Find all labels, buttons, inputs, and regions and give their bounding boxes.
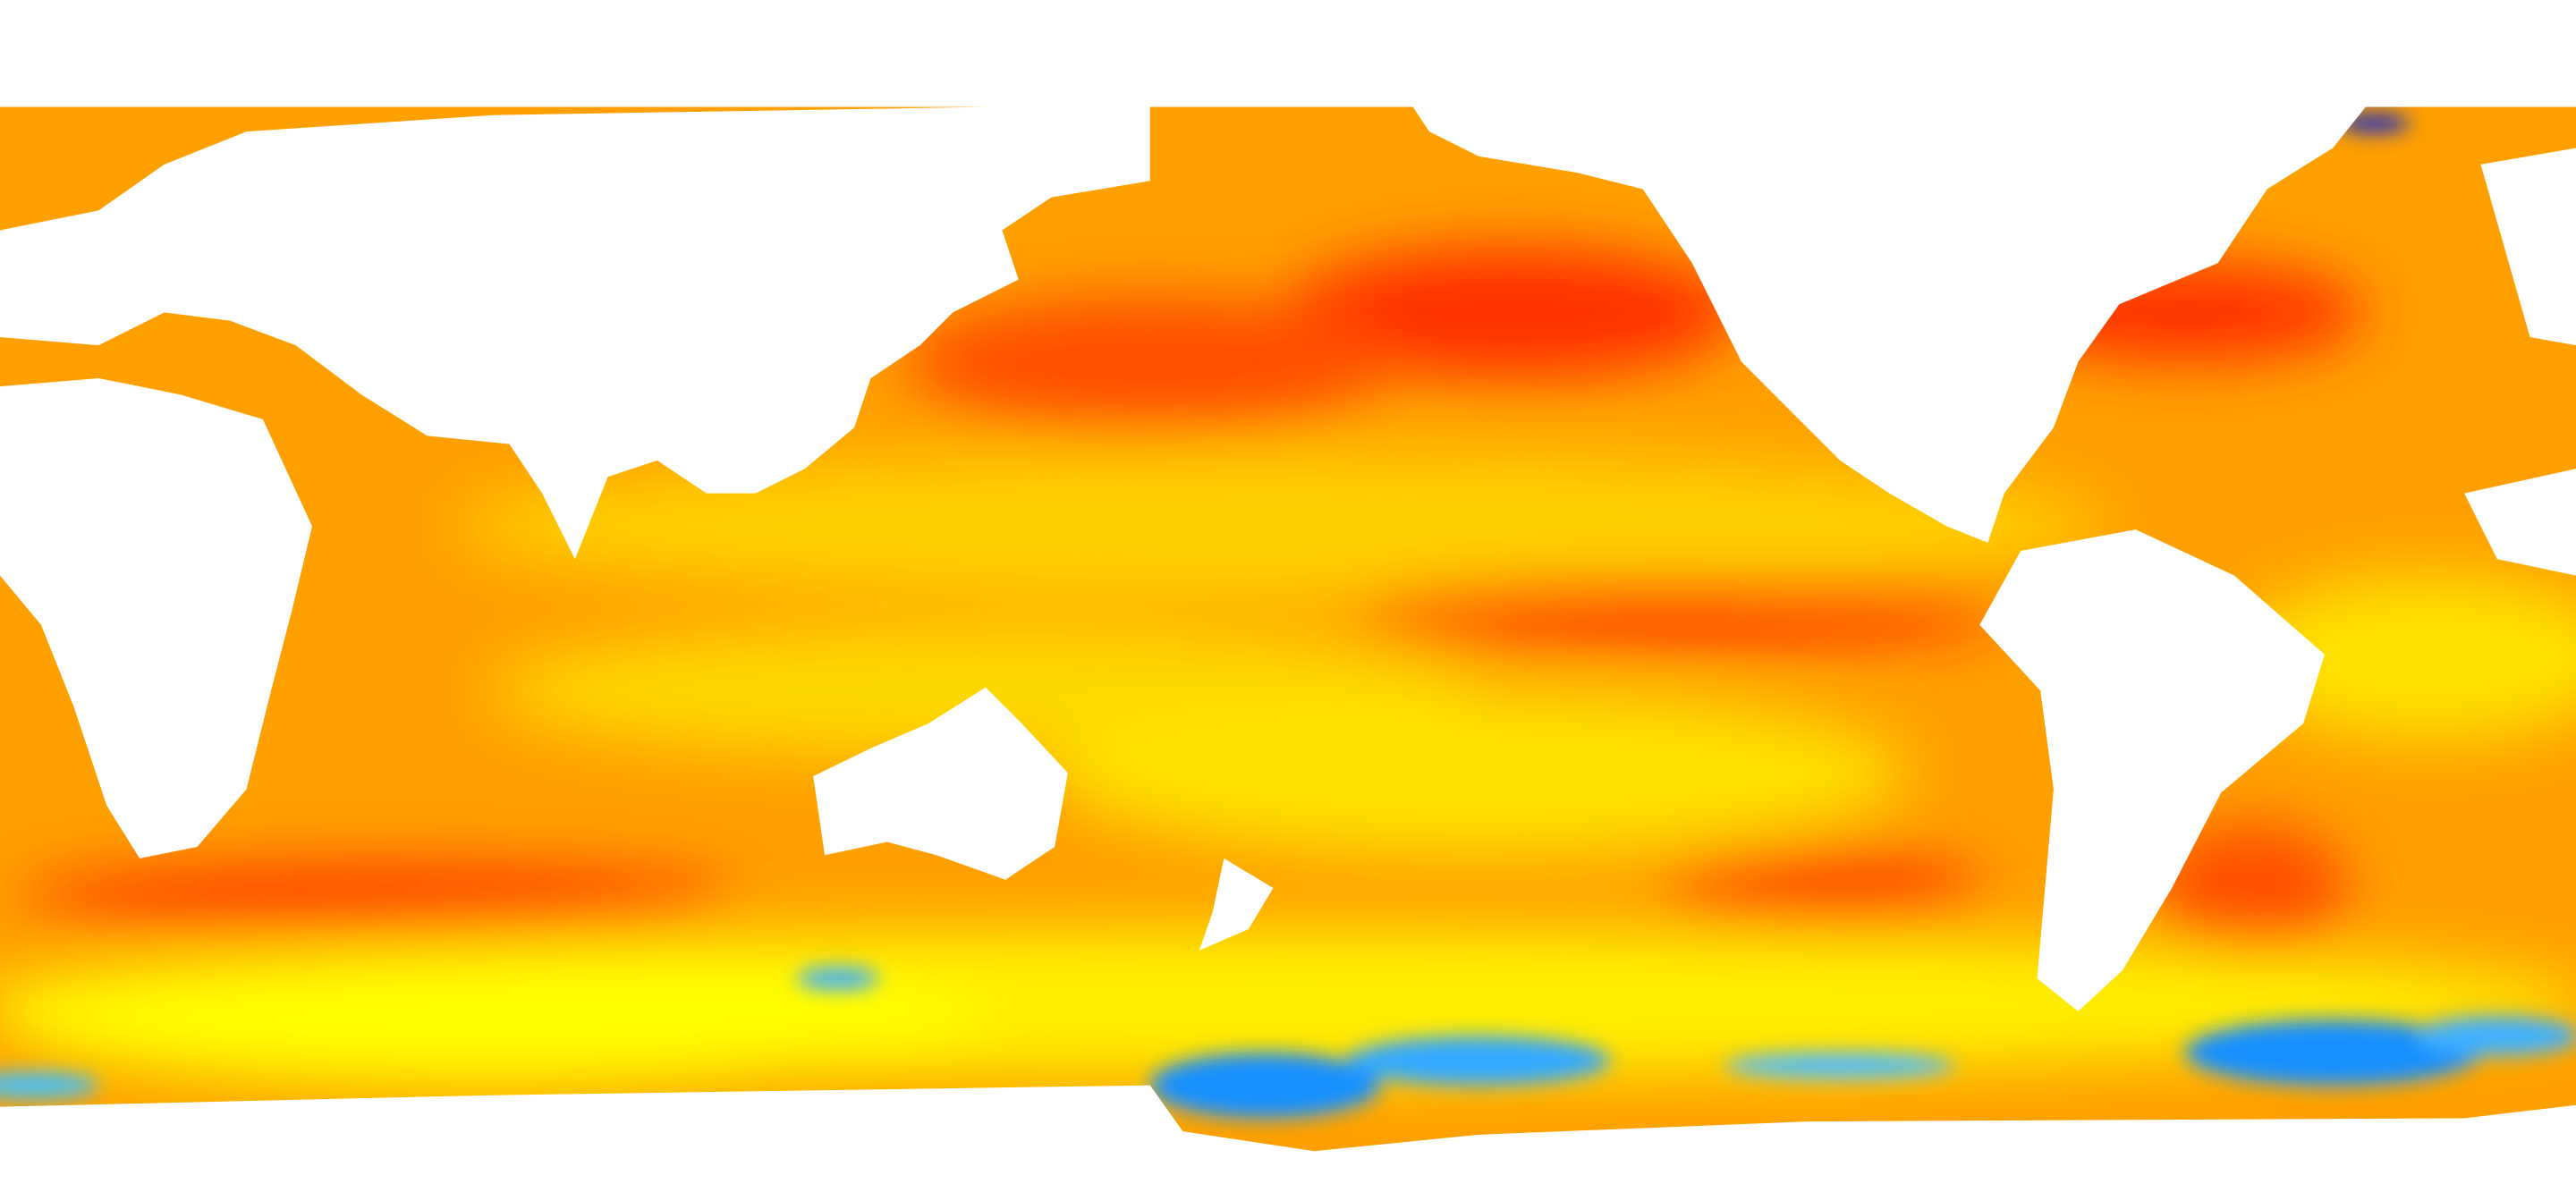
africa <box>0 377 312 858</box>
australia <box>813 687 1068 880</box>
europe-east-edge <box>2480 148 2576 346</box>
warm-cool-bands <box>0 246 2576 1086</box>
cold-patches <box>0 113 2576 1119</box>
antarctica <box>0 1085 2576 1184</box>
north-america <box>1412 106 2366 543</box>
africa-east-edge <box>2464 469 2576 576</box>
eurasia <box>0 106 1150 560</box>
south-america <box>1979 529 2325 1011</box>
top-margin <box>0 0 2576 107</box>
new-zealand <box>1199 858 1274 951</box>
